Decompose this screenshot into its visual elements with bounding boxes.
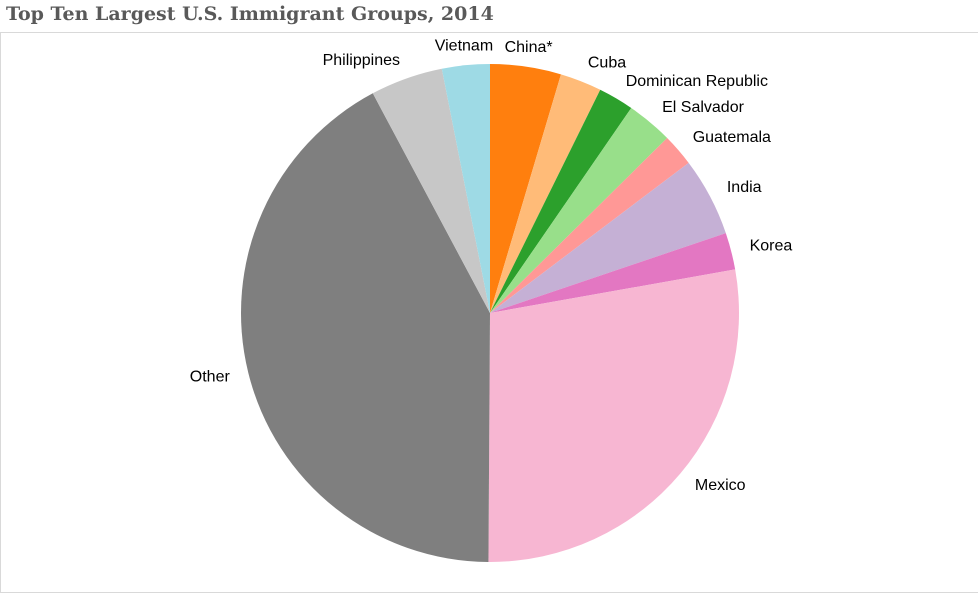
slice-label-guatemala: Guatemala [693, 129, 771, 146]
slice-label-mexico: Mexico [695, 477, 746, 494]
slice-label-dominican-republic: Dominican Republic [626, 73, 768, 90]
pie-slice-el-salvador [490, 107, 668, 313]
slice-label-other: Other [190, 368, 231, 385]
pie-slice-cuba [490, 74, 601, 314]
pie-slice-korea [490, 233, 736, 313]
slice-label-el-salvador: El Salvador [662, 99, 744, 116]
slice-label-india: India [727, 179, 762, 196]
pie-slice-guatemala [490, 138, 689, 313]
slice-label-vietnam: Vietnam [435, 37, 493, 54]
plot-area [0, 32, 978, 593]
pie-slice-other [241, 93, 490, 562]
pie-slice-dominican-republic [490, 89, 632, 313]
pie-slice-philippines [372, 68, 490, 313]
slice-label-korea: Korea [750, 238, 793, 255]
slice-label-philippines: Philippines [323, 52, 400, 69]
slice-label-china: China* [505, 39, 553, 56]
pie-slice-india [490, 162, 726, 313]
pie-slice-china [490, 64, 561, 313]
slice-label-cuba: Cuba [588, 55, 626, 72]
pie-slice-mexico [488, 269, 739, 562]
pie-slice-vietnam [441, 64, 490, 313]
chart-title: Top Ten Largest U.S. Immigrant Groups, 2… [6, 3, 494, 25]
